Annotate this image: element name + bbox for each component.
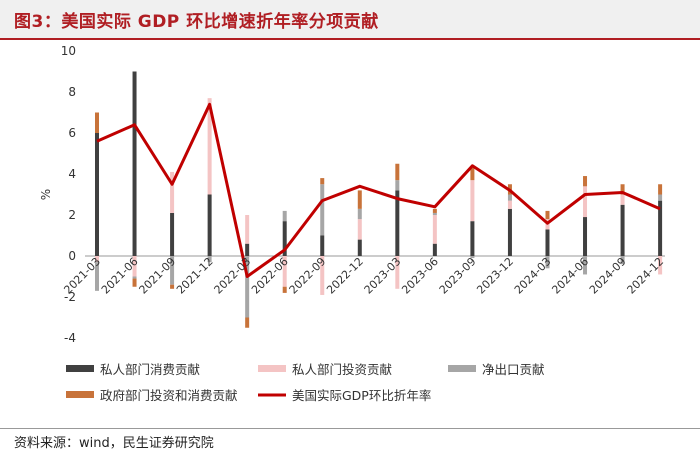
y-tick-label: 0 [68,249,76,263]
bar-segment-4 [658,184,663,195]
legend-label: 政府部门投资和消费贡献 [100,388,238,403]
bar-segment-1 [357,239,362,256]
bar-segment-4 [432,208,437,213]
y-tick-label: 2 [68,208,76,222]
bar-segment-1 [583,217,588,256]
y-axis-label: % [39,189,53,200]
x-tick-label: 2023-12 [474,255,516,297]
bar-segment-4 [170,284,175,289]
bar-segment-2 [470,180,475,222]
bar-segment-2 [320,256,325,295]
x-tick-label: 2024-09 [587,255,629,297]
chart-title: 图3：美国实际 GDP 环比增速折年率分项贡献 [14,12,379,32]
y-tick-label: 8 [68,85,76,99]
x-tick-label: 2023-06 [399,255,441,297]
bar-segment-2 [620,194,625,205]
y-tick-label: -4 [64,331,76,345]
bar-segment-3 [545,256,550,269]
bar-segment-1 [432,243,437,256]
bar-segment-1 [132,71,137,256]
bar-segment-3 [95,262,99,291]
bar-segment-1 [395,190,400,256]
bar-segment-3 [357,208,362,220]
gdp-contribution-chart: -4-20246810%2021-032021-062021-092021-12… [39,44,667,403]
legend-label: 私人部门消费贡献 [100,362,200,377]
bar-segment-3 [620,256,625,265]
y-tick-label: 4 [68,167,76,181]
bar-segment-2 [395,256,400,289]
source-note: 资料来源：wind，民生证券研究院 [14,436,214,451]
bar-segment-2 [282,256,287,287]
x-tick-label: 2023-09 [437,255,479,297]
bar-segment-1 [545,229,550,256]
bar-segment-3 [132,276,137,279]
y-tick-label: 10 [61,44,76,58]
bar-segment-4 [545,210,550,220]
bar-segment-1 [470,221,475,256]
bar-segment-1 [245,243,250,256]
bar-segment-3 [432,212,437,215]
bar-segment-1 [507,208,512,256]
bar-segment-4 [620,184,625,195]
x-tick-label: 2024-06 [549,255,591,297]
bar-segment-3 [658,194,663,201]
bar-segment-2 [432,215,437,244]
bar-segment-4 [470,167,475,181]
bar-segment-1 [658,200,663,256]
bar-segment-1 [282,221,287,256]
bar-segment-4 [245,317,250,328]
bar-segment-1 [320,235,325,256]
bar-segment-3 [507,194,512,201]
bar-segment-2 [583,186,588,218]
y-tick-label: -2 [64,290,76,304]
bar-segment-1 [620,204,625,256]
bar-segment-3 [320,184,325,236]
bar-segment-4 [282,286,287,293]
bar-segment-2 [132,256,137,277]
legend-swatch [448,365,476,372]
bar-segment-2 [95,256,99,263]
bar-segment-4 [583,176,588,187]
legend-swatch [66,391,94,398]
title-rule [0,38,700,40]
bar-segment-2 [357,219,362,240]
title-bar: 图3：美国实际 GDP 环比增速折年率分项贡献 [0,0,700,38]
bar-segment-2 [207,98,212,195]
x-tick-label: 2022-12 [324,255,366,297]
bar-segment-3 [245,256,250,318]
bar-segment-1 [95,133,99,256]
legend-label: 净出口贡献 [482,362,545,377]
x-tick-label: 2024-12 [625,255,667,297]
bar-segment-3 [207,256,212,263]
legend-swatch [258,365,286,372]
source-rule [0,428,700,429]
bar-segment-1 [207,194,212,256]
bar-segment-2 [658,256,663,275]
legend-swatch [66,365,94,372]
bar-segment-3 [470,256,475,259]
legend-label: 美国实际GDP环比折年率 [292,388,431,403]
x-tick-label: 2024-03 [512,255,554,297]
bar-segment-1 [170,212,175,256]
bar-segment-2 [245,215,250,244]
x-tick-label: 2021-12 [174,255,216,297]
bar-segment-3 [583,256,588,275]
bar-segment-3 [395,180,400,191]
bar-segment-4 [132,278,137,287]
bar-segment-4 [395,163,400,181]
bar-segment-3 [170,256,175,285]
legend-label: 私人部门投资贡献 [292,362,392,377]
bar-segment-4 [95,112,99,133]
bar-segment-3 [282,210,287,222]
bar-segment-4 [320,178,325,185]
gdp-growth-line [96,102,661,278]
y-tick-label: 6 [68,126,76,140]
bar-segment-2 [507,200,512,209]
bar-segment-4 [357,190,362,209]
bar-segment-2 [170,171,175,213]
